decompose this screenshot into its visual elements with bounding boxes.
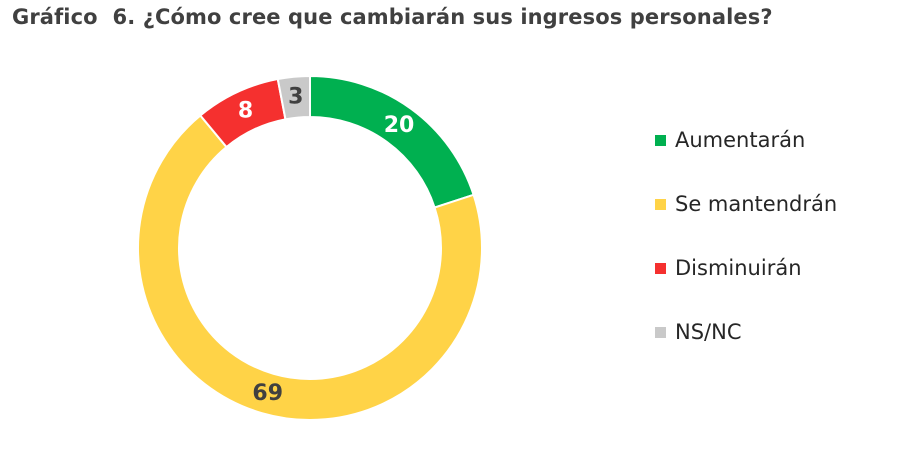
data-label-1: 69 <box>252 381 283 406</box>
donut-slice-1 <box>137 114 483 421</box>
data-label-0: 20 <box>384 113 415 138</box>
legend-label-se-mantendran: Se mantendrán <box>675 192 838 216</box>
data-label-2: 8 <box>238 98 253 123</box>
legend-item-aumentaran: Aumentarán <box>655 122 837 186</box>
legend-swatch-aumentaran <box>655 135 666 146</box>
legend-label-aumentaran: Aumentarán <box>675 128 806 152</box>
legend-item-disminuiran: Disminuirán <box>655 250 837 314</box>
legend-swatch-disminuiran <box>655 263 666 274</box>
donut-slice-3 <box>276 74 311 121</box>
donut-chart: 20 69 8 3 <box>137 74 483 421</box>
legend-swatch-se-mantendran <box>655 199 666 210</box>
chart-title: Gráfico 6. ¿Cómo cree que cambiarán sus … <box>12 5 773 29</box>
legend-item-ns-nc: NS/NC <box>655 314 837 378</box>
legend-label-disminuiran: Disminuirán <box>675 256 802 280</box>
donut-slice-0 <box>309 74 475 209</box>
legend-label-ns-nc: NS/NC <box>675 320 742 344</box>
legend: Aumentarán Se mantendrán Disminuirán NS/… <box>655 122 837 378</box>
data-label-3: 3 <box>288 85 303 110</box>
legend-item-se-mantendran: Se mantendrán <box>655 186 837 250</box>
legend-swatch-ns-nc <box>655 327 666 338</box>
